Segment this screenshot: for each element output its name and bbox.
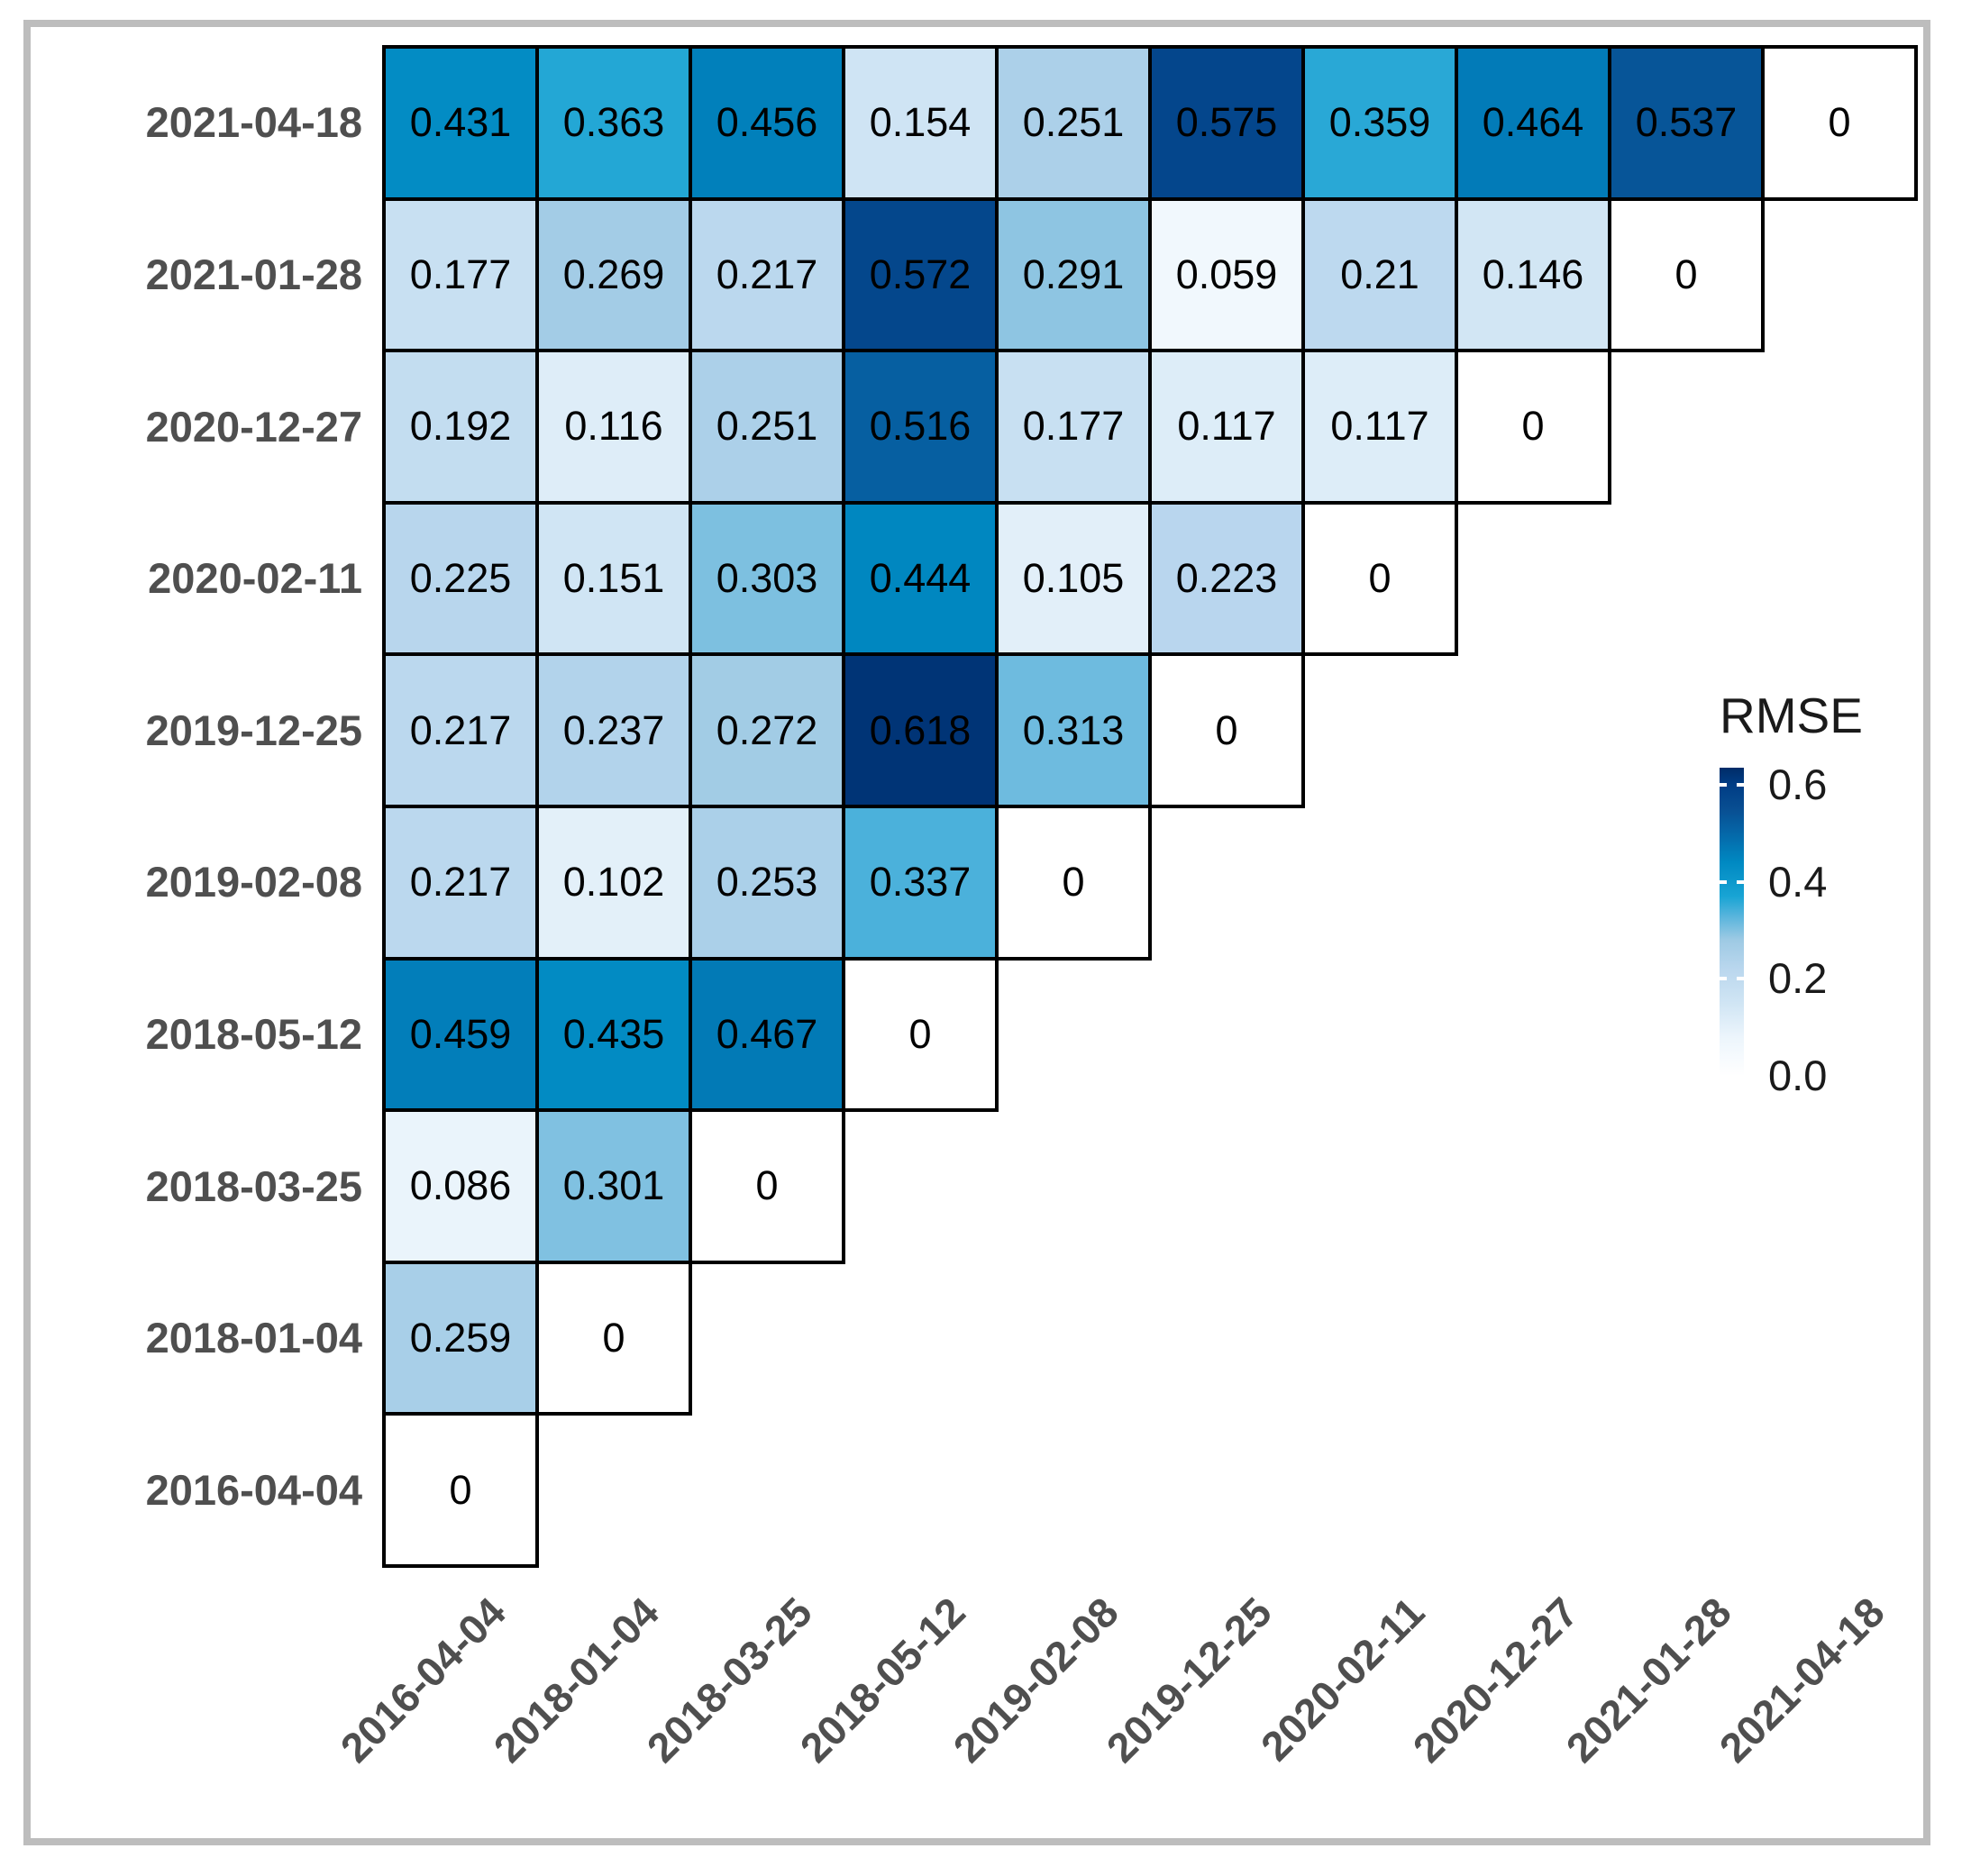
- heatmap-cell: 0.435: [535, 956, 692, 1113]
- y-axis-label: 2020-02-11: [148, 554, 362, 603]
- legend-tickmark: [1737, 879, 1744, 884]
- heatmap-cell: 0.192: [382, 349, 539, 505]
- heatmap-cell: 0.464: [1455, 45, 1611, 201]
- heatmap-cell: 0.154: [842, 45, 999, 201]
- heatmap-cell: 0.059: [1148, 196, 1305, 353]
- heatmap-cell: 0.537: [1608, 45, 1765, 201]
- legend-tickmark: [1720, 879, 1727, 884]
- heatmap-cell: 0.217: [689, 196, 845, 353]
- heatmap-cell: 0: [689, 1108, 845, 1264]
- heatmap-cell: 0.301: [535, 1108, 692, 1264]
- heatmap-cell: 0.146: [1455, 196, 1611, 353]
- legend-tickmark: [1737, 977, 1744, 981]
- heatmap-cell: 0.253: [689, 805, 845, 961]
- heatmap-cell: 0.177: [995, 349, 1152, 505]
- heatmap-cell: 0.575: [1148, 45, 1305, 201]
- heatmap-cell: 0.337: [842, 805, 999, 961]
- heatmap-cell: 0: [535, 1260, 692, 1416]
- heatmap-cell: 0.217: [382, 805, 539, 961]
- heatmap-cell: 0.225: [382, 500, 539, 657]
- y-axis-label: 2021-01-28: [145, 250, 362, 298]
- legend-tickmark: [1737, 782, 1744, 787]
- heatmap-cell: 0.618: [842, 652, 999, 808]
- y-axis-label: 2021-04-18: [145, 98, 362, 147]
- legend-title: RMSE: [1720, 688, 1863, 743]
- y-axis-label: 2019-02-08: [145, 858, 362, 906]
- heatmap-cell: 0: [1761, 45, 1918, 201]
- heatmap-cell: 0.251: [995, 45, 1152, 201]
- legend-tickmark: [1720, 977, 1727, 981]
- heatmap-cell: 0.237: [535, 652, 692, 808]
- heatmap-cell: 0: [1148, 652, 1305, 808]
- heatmap-cell: 0.572: [842, 196, 999, 353]
- heatmap-cell: 0.459: [382, 956, 539, 1113]
- heatmap-cell: 0: [382, 1412, 539, 1568]
- y-axis-label: 2018-03-25: [145, 1161, 362, 1210]
- heatmap-cell: 0: [995, 805, 1152, 961]
- legend-tick-label: 0.4: [1768, 857, 1828, 906]
- heatmap-cell: 0: [1455, 349, 1611, 505]
- heatmap-cell: 0.291: [995, 196, 1152, 353]
- heatmap-cell: 0.516: [842, 349, 999, 505]
- heatmap-cell: 0.359: [1301, 45, 1458, 201]
- y-axis-label: 2018-05-12: [145, 1009, 362, 1058]
- y-axis-label: 2019-12-25: [145, 706, 362, 754]
- heatmap-cell: 0.21: [1301, 196, 1458, 353]
- heatmap-cell: 0: [1608, 196, 1765, 353]
- heatmap-cell: 0: [1301, 500, 1458, 657]
- legend-tick-label: 0.2: [1768, 954, 1828, 1003]
- heatmap-cell: 0.467: [689, 956, 845, 1113]
- heatmap-cell: 0.086: [382, 1108, 539, 1264]
- heatmap-cell: 0.259: [382, 1260, 539, 1416]
- heatmap-cell: 0.117: [1301, 349, 1458, 505]
- heatmap-cell: 0.105: [995, 500, 1152, 657]
- heatmap-cell: 0: [842, 956, 999, 1113]
- legend-tick-label: 0.0: [1768, 1052, 1828, 1099]
- heatmap-cell: 0.251: [689, 349, 845, 505]
- heatmap-cell: 0.117: [1148, 349, 1305, 505]
- heatmap-cell: 0.303: [689, 500, 845, 657]
- heatmap-cell: 0.456: [689, 45, 845, 201]
- heatmap-cell: 0.102: [535, 805, 692, 961]
- legend-colorbar: [1720, 768, 1744, 1076]
- heatmap-cell: 0.444: [842, 500, 999, 657]
- y-axis-label: 2020-12-27: [145, 402, 362, 451]
- y-axis-label: 2018-01-04: [145, 1314, 362, 1362]
- y-axis-label: 2016-04-04: [145, 1465, 362, 1514]
- heatmap-cell: 0.272: [689, 652, 845, 808]
- heatmap-cell: 0.313: [995, 652, 1152, 808]
- heatmap-cell: 0.269: [535, 196, 692, 353]
- heatmap-cell: 0.363: [535, 45, 692, 201]
- figure-border: [23, 20, 1930, 1845]
- legend-tickmark: [1720, 782, 1727, 787]
- legend-tick-label: 0.6: [1768, 760, 1828, 808]
- heatmap-cell: 0.116: [535, 349, 692, 505]
- heatmap-cell: 0.223: [1148, 500, 1305, 657]
- heatmap-cell: 0.217: [382, 652, 539, 808]
- heatmap-cell: 0.431: [382, 45, 539, 201]
- heatmap-cell: 0.177: [382, 196, 539, 353]
- heatmap-cell: 0.151: [535, 500, 692, 657]
